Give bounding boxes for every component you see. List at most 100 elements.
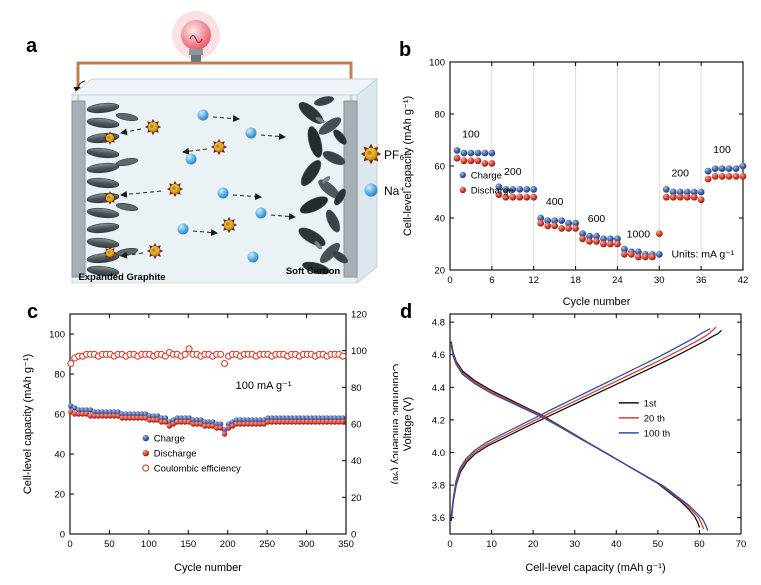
pf6-ion bbox=[210, 138, 228, 156]
electrode-label-left: Expanded Graphite bbox=[78, 272, 165, 283]
series-Discharge bbox=[68, 409, 346, 437]
svg-text:4.6: 4.6 bbox=[432, 350, 445, 361]
y-axis-label: Cell-level capacity (mAh g⁻¹) bbox=[402, 96, 414, 236]
svg-text:Coulombic efficiency: Coulombic efficiency bbox=[154, 464, 241, 475]
current-collector-right bbox=[343, 100, 358, 278]
svg-text:Discharge: Discharge bbox=[471, 185, 514, 196]
svg-text:Discharge: Discharge bbox=[154, 449, 197, 460]
svg-text:3.6: 3.6 bbox=[432, 513, 445, 524]
na-ion bbox=[245, 127, 257, 139]
rate-label: 100 bbox=[713, 144, 731, 156]
svg-text:Charge: Charge bbox=[471, 170, 502, 181]
svg-text:100: 100 bbox=[141, 539, 157, 550]
annotation: 100 mA g⁻¹ bbox=[236, 380, 292, 392]
voltage-profile-chart: 0 10 20 30 40 50 60 70 3.6 3.8 4.0 4.2 4.4 4.6 4.8 Cell… bbox=[402, 313, 747, 574]
svg-text:4.2: 4.2 bbox=[432, 415, 445, 426]
svg-text:250: 250 bbox=[259, 539, 275, 550]
svg-text:0: 0 bbox=[60, 530, 65, 541]
ion-legend: PF₆⁻ Na⁺ bbox=[360, 143, 411, 198]
series-100th discharge bbox=[450, 344, 709, 531]
panel-b: 0 6 12 18 24 30 36 42 20 40 60 80 100 Cycle number Cel… bbox=[398, 42, 753, 317]
y-axis-label: Cell-level capacity (mAh g⁻¹) bbox=[22, 354, 34, 494]
pf6-ion bbox=[220, 216, 238, 234]
pf6-ion-intercalated bbox=[103, 246, 117, 260]
svg-text:40: 40 bbox=[351, 456, 362, 467]
rate-label: 400 bbox=[546, 196, 564, 208]
na-ion bbox=[197, 109, 209, 121]
svg-text:1st: 1st bbox=[644, 398, 657, 409]
y2-axis-label: Coulombic efficiency (%) bbox=[390, 364, 398, 485]
svg-text:120: 120 bbox=[351, 310, 367, 321]
chart-b-content: 0 6 12 18 24 30 36 42 20 40 60 80 100 Cycle number Cel… bbox=[402, 58, 748, 309]
rate-capability-chart: 0 6 12 18 24 30 36 42 20 40 60 80 100 Cycle number Cel… bbox=[402, 58, 748, 309]
svg-text:60: 60 bbox=[351, 420, 362, 431]
panel-c-label: c bbox=[27, 301, 39, 323]
svg-text:200: 200 bbox=[220, 539, 236, 550]
svg-text:60: 60 bbox=[54, 410, 65, 421]
pf6-ion-intercalated bbox=[103, 131, 117, 145]
panel-c: 0 50 100 150 200 250 300 350 0 20 40 60 80 100 0 20 40 60… bbox=[18, 300, 402, 583]
panel-d: 0 10 20 30 40 50 60 70 3.6 3.8 4.0 4.2 4.4 4.6 4.8 Cell… bbox=[398, 300, 753, 583]
ion-migration-arrows bbox=[120, 115, 296, 259]
y-axis-label: Voltage (V) bbox=[402, 397, 414, 451]
na-ion bbox=[177, 223, 189, 235]
svg-text:20 th: 20 th bbox=[644, 413, 665, 424]
x-axis-label: Cycle number bbox=[563, 296, 631, 308]
svg-text:4.8: 4.8 bbox=[432, 318, 445, 329]
rate-label: 100 bbox=[462, 128, 480, 140]
svg-text:4.0: 4.0 bbox=[432, 448, 445, 459]
pf6-ion bbox=[146, 242, 164, 260]
rate-label: 200 bbox=[504, 166, 522, 178]
series-20th charge bbox=[450, 326, 717, 518]
na-legend-label: Na⁺ bbox=[384, 184, 406, 198]
svg-text:0: 0 bbox=[67, 539, 72, 550]
rate-label: 600 bbox=[588, 213, 606, 225]
series-Coulombic efficiency bbox=[67, 345, 347, 368]
svg-text:30: 30 bbox=[569, 539, 580, 550]
pf6-ion-intercalated bbox=[103, 191, 117, 205]
svg-text:350: 350 bbox=[338, 539, 354, 550]
svg-text:80: 80 bbox=[434, 110, 445, 121]
svg-text:0: 0 bbox=[447, 539, 452, 550]
svg-text:100: 100 bbox=[49, 330, 65, 341]
chart-c-content: 0 50 100 150 200 250 300 3500204060801000204060… bbox=[22, 310, 402, 575]
svg-text:150: 150 bbox=[180, 539, 196, 550]
svg-text:50: 50 bbox=[104, 539, 115, 550]
svg-text:12: 12 bbox=[528, 275, 539, 286]
svg-text:10: 10 bbox=[486, 539, 497, 550]
series-1st charge bbox=[450, 329, 722, 522]
svg-text:60: 60 bbox=[434, 162, 445, 173]
soft-carbon-electrode bbox=[298, 96, 348, 275]
panel-b-label: b bbox=[399, 39, 412, 61]
cycling-stability-chart: 0 50 100 150 200 250 300 3500204060801000204060… bbox=[22, 310, 402, 575]
svg-text:50: 50 bbox=[653, 539, 664, 550]
svg-text:100: 100 bbox=[351, 346, 367, 357]
svg-text:100: 100 bbox=[429, 58, 445, 69]
series-Charge bbox=[453, 147, 747, 258]
rate-label: 1000 bbox=[627, 229, 651, 241]
annotation: Units: mA g⁻¹ bbox=[671, 249, 734, 261]
svg-text:20: 20 bbox=[434, 266, 445, 277]
svg-text:30: 30 bbox=[654, 275, 665, 286]
current-collector-left bbox=[71, 100, 86, 278]
panel-a-label: a bbox=[26, 35, 38, 57]
x-axis-label: Cell-level capacity (mAh g⁻¹) bbox=[525, 562, 665, 574]
svg-text:4.4: 4.4 bbox=[432, 383, 445, 394]
na-ion bbox=[255, 207, 267, 219]
svg-text:20: 20 bbox=[351, 493, 362, 504]
na-ion-legend-icon bbox=[364, 183, 378, 197]
electrode-label-right: Soft Carbon bbox=[286, 266, 341, 277]
svg-text:24: 24 bbox=[612, 275, 623, 286]
panel-d-label: d bbox=[400, 301, 413, 323]
svg-text:6: 6 bbox=[489, 275, 494, 286]
svg-text:3.8: 3.8 bbox=[432, 481, 445, 492]
svg-text:70: 70 bbox=[736, 539, 747, 550]
light-bulb-icon bbox=[172, 11, 220, 62]
svg-text:0: 0 bbox=[447, 275, 452, 286]
svg-text:80: 80 bbox=[351, 383, 362, 394]
svg-text:300: 300 bbox=[299, 539, 315, 550]
pf6-ion-legend-icon bbox=[360, 143, 382, 165]
svg-text:40: 40 bbox=[54, 450, 65, 461]
series-Discharge bbox=[453, 154, 747, 261]
svg-text:0: 0 bbox=[351, 530, 356, 541]
